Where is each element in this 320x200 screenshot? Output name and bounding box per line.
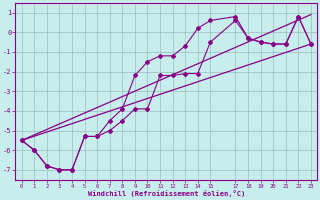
X-axis label: Windchill (Refroidissement éolien,°C): Windchill (Refroidissement éolien,°C) — [88, 190, 245, 197]
